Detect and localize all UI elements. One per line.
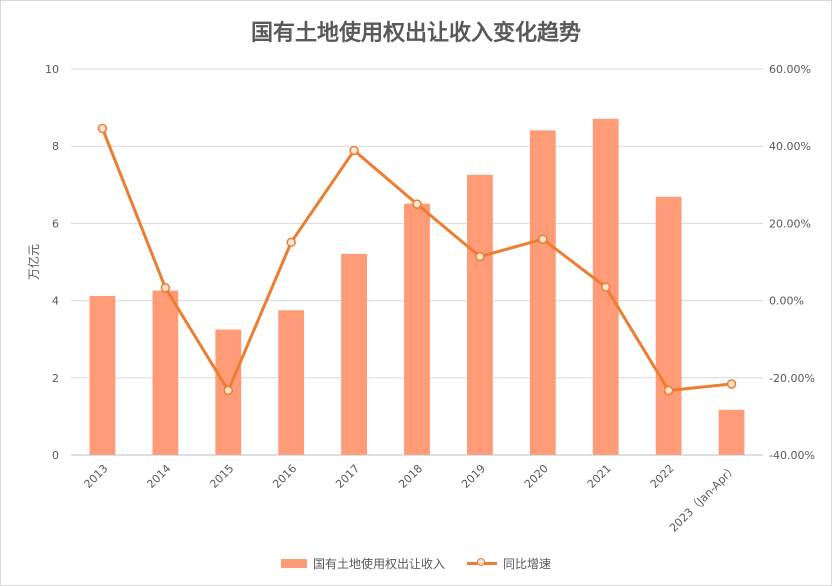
x-tick-label: 2020	[522, 462, 551, 491]
growth-point	[349, 145, 359, 156]
bar	[341, 253, 367, 455]
y-axis-title: 万亿元	[26, 244, 41, 280]
bar	[404, 203, 430, 455]
x-tick-label: 2016	[270, 462, 299, 491]
growth-point	[223, 385, 234, 396]
y-tick-label: 2	[52, 372, 59, 385]
legend: 国有土地使用权出让收入 同比增速	[1, 554, 831, 572]
x-tick-label: 2014	[144, 462, 173, 491]
chart-title: 国有土地使用权出让收入变化趋势	[250, 21, 581, 46]
legend-bar-label: 国有土地使用权出让收入	[312, 556, 445, 571]
growth-point	[663, 385, 674, 396]
y-tick-label: 8	[52, 140, 59, 153]
bar	[718, 409, 745, 455]
bar	[467, 174, 493, 455]
y2-tick-label: 20.00%	[769, 217, 811, 230]
x-tick-label: 2023（Jan-Apr）	[667, 462, 740, 535]
y-tick-label: 4	[52, 295, 59, 308]
legend-line-swatch	[467, 557, 497, 569]
bar	[278, 310, 305, 455]
y-tick-label: 10	[45, 63, 59, 76]
growth-point	[475, 251, 485, 262]
legend-line-label: 同比增速	[503, 556, 552, 571]
growth-point	[726, 379, 737, 389]
legend-bar-swatch	[280, 558, 307, 568]
bar	[655, 196, 682, 456]
y2-tick-label: 40.00%	[769, 140, 811, 153]
legend-item-bar[interactable]: 国有土地使用权出让收入	[280, 555, 445, 572]
bar-series	[89, 118, 745, 456]
bar	[89, 295, 116, 455]
growth-point	[160, 283, 171, 293]
growth-point	[412, 199, 422, 209]
y2-tick-label: -40.00%	[769, 449, 815, 462]
legend-item-line[interactable]: 同比增速	[467, 555, 551, 572]
x-tick-label: 2013	[82, 462, 111, 491]
x-tick-label: 2021	[585, 462, 614, 491]
x-tick-label: 2015	[207, 462, 236, 491]
y2-tick-label: 60.00%	[769, 63, 811, 76]
growth-point	[600, 282, 611, 292]
bar	[529, 130, 556, 455]
line-series	[97, 123, 737, 396]
bar	[152, 290, 179, 455]
growth-point	[97, 123, 108, 134]
y-tick-label: 0	[52, 449, 59, 462]
growth-point	[286, 237, 296, 248]
x-tick-label: 2018	[396, 462, 425, 491]
growth-point	[538, 234, 548, 244]
x-tick-label: 2017	[333, 462, 362, 491]
y2-tick-label: -20.00%	[769, 372, 815, 385]
y-tick-label: 6	[52, 217, 59, 230]
x-tick-label: 2019	[459, 462, 488, 491]
y2-tick-label: 0.00%	[769, 295, 804, 308]
x-tick-label: 2022	[648, 462, 677, 491]
